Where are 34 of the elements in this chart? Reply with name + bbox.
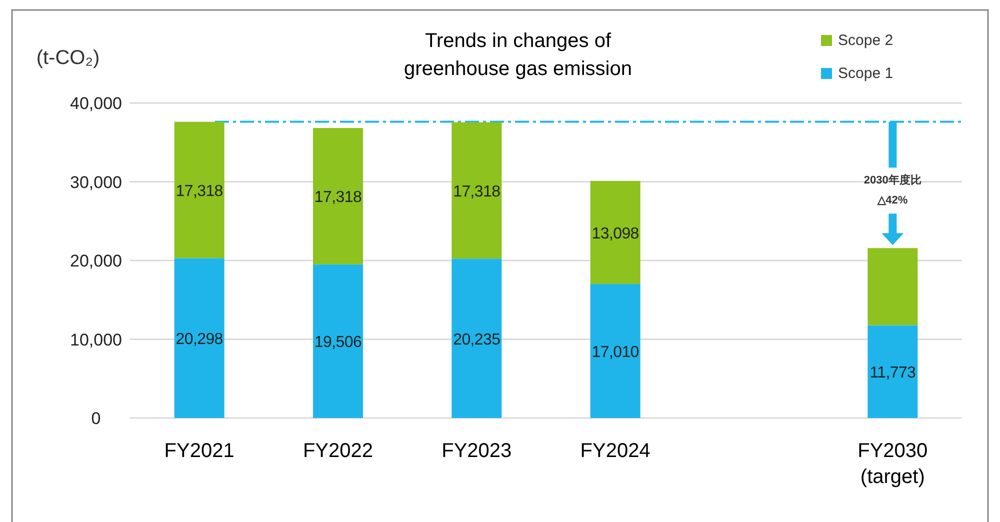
data-label: 20,235 — [453, 331, 501, 348]
bar — [868, 325, 918, 418]
data-label: 11,773 — [870, 364, 916, 382]
annotation: 2030年度比 △42% — [864, 174, 922, 207]
bar — [313, 264, 363, 418]
y-tick-label: 40,000 — [70, 94, 122, 113]
bar — [590, 284, 640, 418]
x-tick-label: FY2023 — [442, 440, 512, 462]
data-label: 20,298 — [176, 331, 224, 348]
chart-title: Trends in changes of greenhouse gas emission — [404, 30, 632, 80]
y-tick-label: 0 — [91, 409, 101, 428]
data-label: 17,318 — [314, 189, 362, 206]
y-axis-title: (t-CO₂) — [36, 47, 100, 69]
bar — [590, 180, 640, 284]
bar — [174, 122, 224, 258]
bar — [174, 258, 224, 418]
data-label: 13,098 — [592, 225, 640, 242]
x-tick-label: FY2030 (target) — [858, 440, 928, 488]
y-tick-label: 10,000 — [70, 330, 122, 350]
data-label: 17,318 — [453, 183, 501, 200]
data-label: 17,010 — [592, 344, 640, 362]
y-tick-label: 30,000 — [70, 172, 122, 192]
y-tick-label: 20,000 — [70, 252, 122, 270]
x-tick-label: FY2022 — [302, 440, 374, 462]
bar — [452, 122, 502, 259]
data-label: 17,318 — [176, 182, 224, 200]
x-tick-label: FY2024 — [580, 440, 650, 462]
bar — [868, 248, 918, 326]
legend-label: Scope 1 — [838, 65, 894, 82]
bar — [452, 258, 502, 418]
legend-label: Scope 2 — [838, 32, 894, 49]
x-tick-label: FY2021 — [164, 440, 234, 462]
bar — [313, 128, 363, 264]
data-label: 19,506 — [314, 334, 362, 352]
